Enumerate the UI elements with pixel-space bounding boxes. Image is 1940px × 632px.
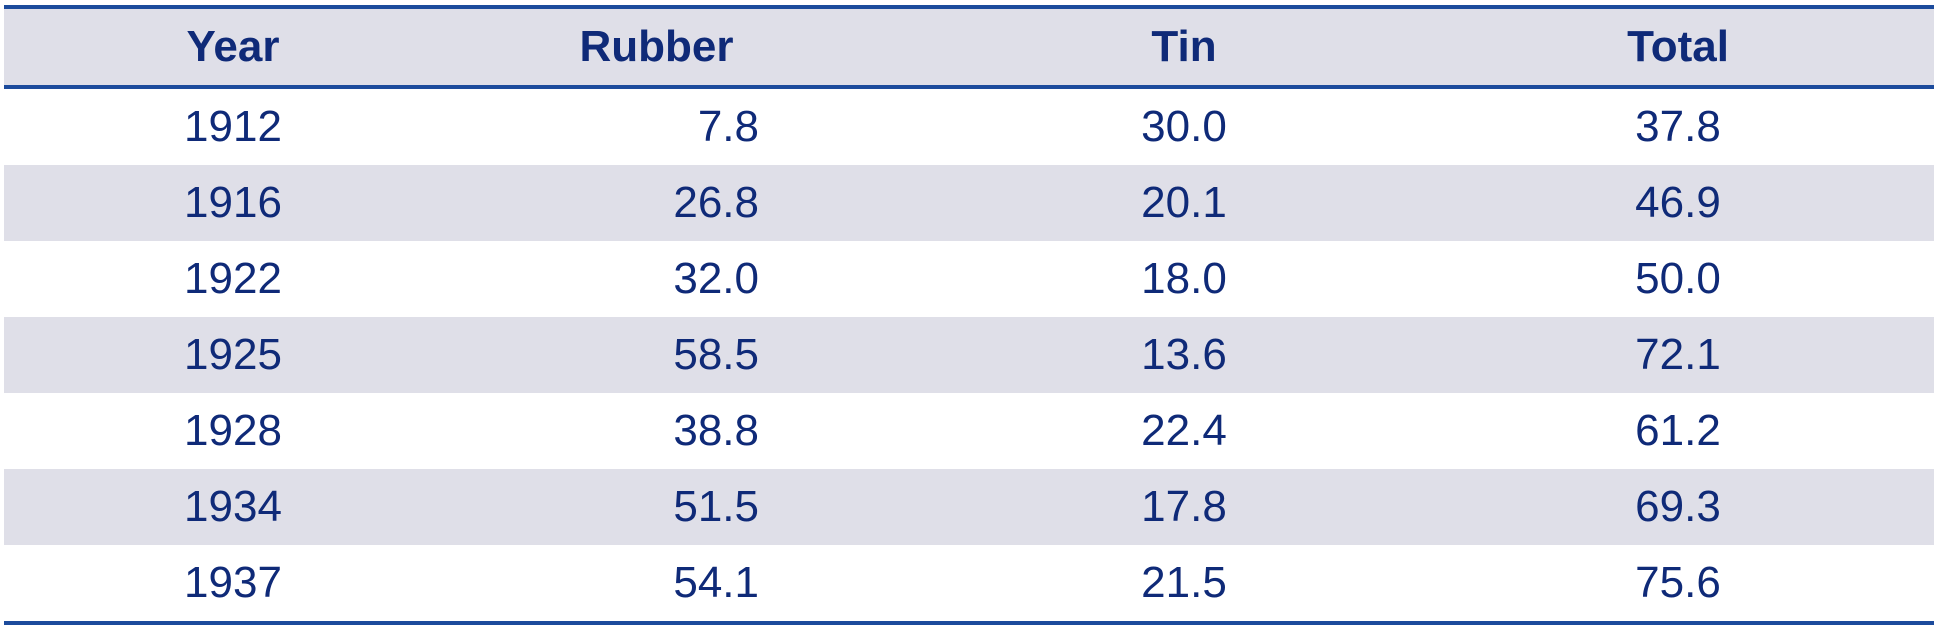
- table-cell: 51.5: [673, 482, 759, 531]
- table-cell: 1916: [184, 178, 282, 227]
- table-cell: 61.2: [1635, 406, 1721, 455]
- table-cell: 13.6: [1141, 330, 1227, 379]
- table-cell: 38.8: [673, 406, 759, 455]
- table-cell: 37.8: [1635, 102, 1721, 151]
- table-cell: 26.8: [673, 178, 759, 227]
- table-cell: 1922: [184, 254, 282, 303]
- table-cell: 54.1: [673, 558, 759, 607]
- header-cell: Rubber: [579, 22, 734, 71]
- table-cell: 1928: [184, 406, 282, 455]
- table-cell: 17.8: [1141, 482, 1227, 531]
- table-cell: 46.9: [1635, 178, 1721, 227]
- table-row: 1922 32.0 18.0 50.0: [4, 241, 1934, 317]
- table-cell: 30.0: [1141, 102, 1227, 151]
- table-cell: 20.1: [1141, 178, 1227, 227]
- table-cell: 7.8: [697, 102, 759, 151]
- table-cell: 1912: [184, 102, 282, 151]
- table-row: 1937 54.1 21.5 75.6: [4, 545, 1934, 621]
- table-cell: 18.0: [1141, 254, 1227, 303]
- header-row: Year Rubber Tin Total: [4, 5, 1934, 89]
- table-cell: 22.4: [1141, 406, 1227, 455]
- table-cell: 75.6: [1635, 558, 1721, 607]
- table-cell: 72.1: [1635, 330, 1721, 379]
- table-row: 1912 7.8 30.0 37.8: [4, 89, 1934, 165]
- table-cell: 32.0: [673, 254, 759, 303]
- table-cell: 21.5: [1141, 558, 1227, 607]
- table-row: 1925 58.5 13.6 72.1: [4, 317, 1934, 393]
- bottom-border: [4, 621, 1934, 625]
- header-cell: Tin: [1151, 22, 1217, 71]
- table-cell: 69.3: [1635, 482, 1721, 531]
- table-cell: 58.5: [673, 330, 759, 379]
- table-cell: 50.0: [1635, 254, 1721, 303]
- header-cell: Year: [186, 22, 280, 71]
- table-cell: 1937: [184, 558, 282, 607]
- table-row: 1934 51.5 17.8 69.3: [4, 469, 1934, 545]
- table-cell: 1925: [184, 330, 282, 379]
- header-cell: Total: [1627, 22, 1729, 71]
- data-table: Year Rubber Tin Total 1912 7.8 30.0 37.8 1916 26.…: [4, 5, 1934, 627]
- table-row: 1928 38.8 22.4 61.2: [4, 393, 1934, 469]
- table-cell: 1934: [184, 482, 282, 531]
- table-row: 1916 26.8 20.1 46.9: [4, 165, 1934, 241]
